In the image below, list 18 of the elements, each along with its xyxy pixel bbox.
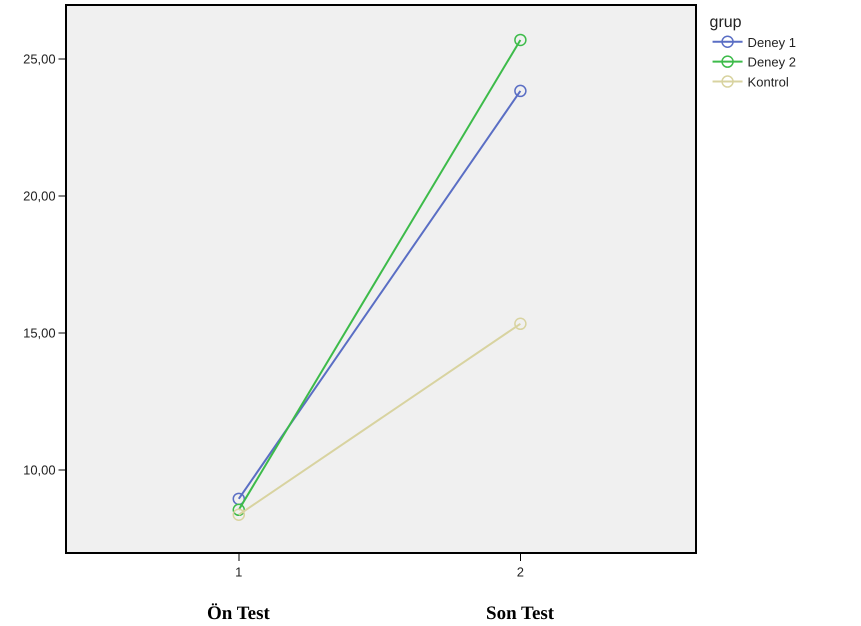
y-tick-label: 10,00 (23, 462, 56, 478)
point (514, 84, 527, 98)
x-tick-label: 2 (516, 564, 524, 580)
legend-label: Kontrol (748, 74, 789, 90)
x-tick-label: 1 (235, 564, 242, 580)
y-tick-label: 25,00 (23, 51, 56, 66)
point (514, 318, 527, 330)
text: Ön Test (207, 603, 271, 624)
point (232, 508, 246, 521)
legend-title: grup (710, 14, 742, 31)
point (232, 492, 246, 506)
legend-label: Deney 2 (748, 54, 796, 70)
text: Son Test (486, 603, 555, 624)
point (232, 504, 246, 516)
legend-label: Deney 1 (748, 34, 796, 50)
y-tick-label: 15,00 (23, 325, 56, 340)
y-tick-label: 20,00 (23, 188, 56, 204)
point (514, 34, 527, 46)
